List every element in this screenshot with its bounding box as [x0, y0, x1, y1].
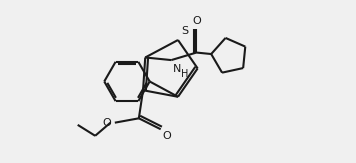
Text: O: O — [162, 131, 171, 141]
Text: H: H — [181, 69, 188, 79]
Text: N: N — [173, 64, 182, 74]
Text: O: O — [192, 16, 201, 26]
Text: O: O — [103, 118, 111, 128]
Text: S: S — [182, 26, 189, 36]
